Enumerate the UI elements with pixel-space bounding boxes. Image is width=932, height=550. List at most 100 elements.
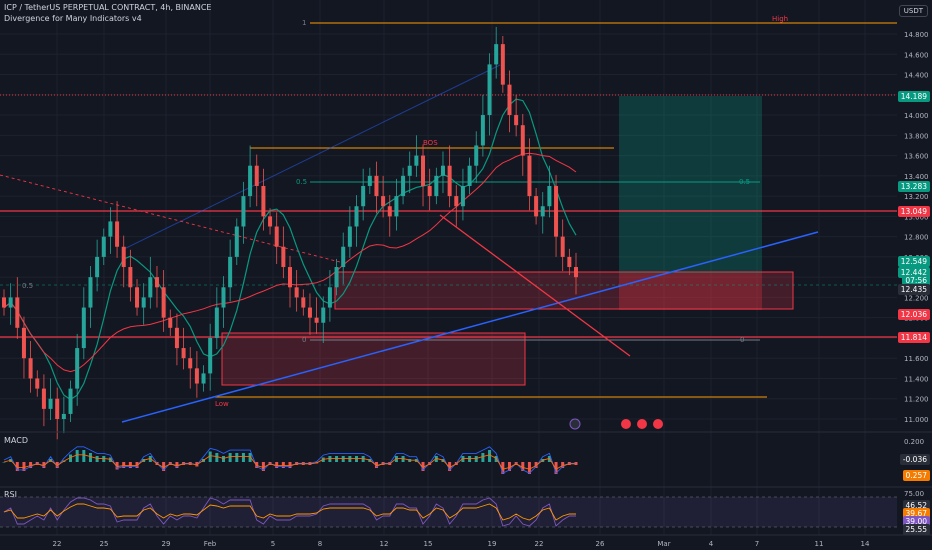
candle-body: [447, 165, 452, 197]
macd-bar: [215, 453, 219, 462]
candle-body: [527, 155, 532, 197]
macd-bar: [488, 450, 492, 462]
candle-body: [547, 185, 552, 207]
macd-bar: [102, 456, 106, 462]
macd-bar: [175, 462, 179, 468]
macd-bar: [534, 462, 538, 468]
candle-body: [214, 307, 219, 338]
macd-bar: [355, 456, 359, 462]
macd-bar: [162, 462, 166, 471]
earnings-event-icon-3[interactable]: [653, 419, 663, 429]
candle-body: [81, 307, 86, 349]
macd-bar: [22, 462, 26, 471]
candle-body: [374, 175, 379, 197]
macd-bar: [75, 450, 79, 462]
candle-body: [2, 297, 6, 308]
candle-body: [307, 307, 312, 318]
currency-button[interactable]: USDT: [898, 5, 928, 17]
bos-label: BOS: [423, 139, 438, 147]
candle-body: [221, 287, 226, 308]
price-tick-label: 11.600: [904, 355, 929, 363]
candle-body: [381, 196, 386, 207]
candle-body: [161, 287, 166, 318]
macd-bar: [281, 462, 285, 468]
candle-body: [421, 155, 426, 186]
price-badge: 12.549: [897, 256, 930, 267]
indicator-title[interactable]: Divergence for Many Indicators v4: [4, 14, 142, 23]
earnings-event-icon-1[interactable]: [621, 419, 631, 429]
green-moving-average[interactable]: [3, 98, 577, 401]
time-axis: 22 25 29 Feb 5 8 12 15 19 22 26 Mar 4 7 11 14: [53, 540, 870, 548]
candle-body: [554, 185, 559, 237]
macd-bar: [248, 453, 252, 462]
candle-body: [387, 206, 392, 217]
macd-bar: [461, 456, 465, 462]
macd-bar: [561, 462, 565, 468]
macd-bar: [241, 453, 245, 462]
candle-body: [154, 277, 159, 288]
macd-bar: [148, 456, 152, 462]
macd-bar: [275, 462, 279, 468]
red-dashed-trend[interactable]: [0, 174, 341, 263]
price-tick-label: 13.400: [904, 173, 929, 181]
candle-body: [427, 185, 432, 197]
macd-bar: [115, 462, 119, 470]
symbol-title[interactable]: ICP / TetherUS PERPETUAL CONTRACT, 4h, B…: [4, 3, 212, 12]
blue-trendline-upper[interactable]: [121, 64, 501, 251]
time-tick-label: Mar: [657, 540, 670, 548]
time-tick-label: 4: [709, 540, 714, 548]
candle-body: [327, 287, 332, 308]
time-tick-label: 11: [815, 540, 824, 548]
macd-bar: [122, 462, 126, 468]
blue-trendline-lower[interactable]: [121, 231, 819, 423]
price-badge: 13.049: [897, 206, 930, 217]
candle-body: [334, 267, 339, 288]
price-tick-label: 13.000: [904, 213, 929, 221]
indicator-axis-label: 75.00: [904, 490, 924, 498]
time-tick-label: 25: [100, 540, 109, 548]
candlestick-series: [2, 26, 578, 440]
candle-body: [361, 185, 366, 207]
time-tick-label: 7: [755, 540, 759, 548]
candle-body: [434, 175, 439, 197]
price-tick-label: 11.000: [904, 416, 929, 424]
time-tick-label: 8: [318, 540, 322, 548]
supply-zone-upper[interactable]: [334, 271, 794, 310]
macd-bar: [128, 462, 132, 468]
take-profit-zone[interactable]: [619, 96, 762, 274]
candle-body: [367, 175, 372, 186]
macd-bar: [235, 453, 239, 462]
macd-bar: [554, 462, 558, 474]
candle-body: [288, 267, 292, 288]
price-badge: 12.435: [897, 284, 930, 295]
price-tick-label: 11.200: [904, 396, 929, 404]
demand-zone-lower[interactable]: [221, 332, 526, 386]
earnings-event-icon-2[interactable]: [637, 419, 647, 429]
price-badge: 13.283: [897, 181, 930, 192]
candle-body: [128, 267, 133, 288]
time-tick-label: 14: [861, 540, 870, 548]
rsi-pane-label: RSI: [4, 490, 17, 499]
macd-bar: [221, 456, 225, 462]
candle-body: [141, 297, 146, 308]
flash-event-icon[interactable]: [569, 418, 581, 430]
red-trendline-down[interactable]: [439, 214, 631, 357]
price-tick-label: 13.200: [904, 193, 929, 201]
macd-bar: [521, 462, 525, 471]
macd-signal-line: [3, 454, 576, 470]
macd-bar: [288, 462, 292, 468]
candle-body: [88, 277, 93, 308]
price-badge: 12.036: [897, 309, 930, 320]
candle-body: [115, 221, 120, 247]
fib-0-label-left: 0: [302, 336, 306, 344]
candle-body: [394, 196, 399, 217]
candle-body: [341, 246, 346, 268]
time-tick-label: 26: [596, 540, 605, 548]
macd-bar: [507, 462, 511, 471]
candle-body: [540, 206, 545, 217]
candle-body: [68, 388, 73, 414]
indicator-axis-label: 0.200: [904, 438, 924, 446]
fib-05-label-far-left: 0.5: [22, 282, 33, 290]
macd-bar: [341, 456, 345, 462]
